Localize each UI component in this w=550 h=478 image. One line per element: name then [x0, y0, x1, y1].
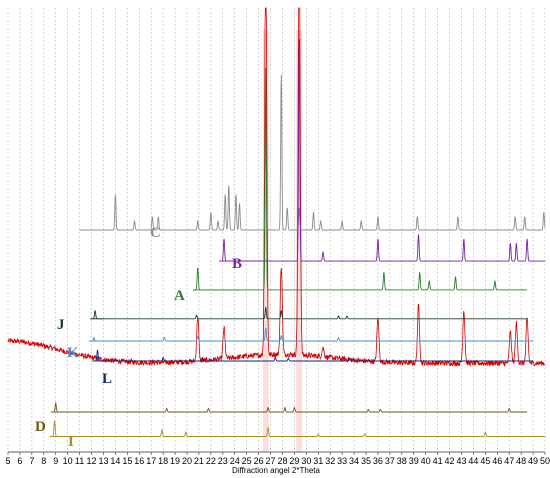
series-label-a: A	[174, 288, 185, 304]
x-tick-label: 43	[456, 456, 466, 466]
series-trace-c	[79, 74, 546, 231]
x-tick-label: 44	[468, 456, 478, 466]
x-tick-label: 36	[373, 456, 383, 466]
x-axis-ticks: 5 6 7 8 9 10 11 12 13 14 15 16 17 18 19 20 21 22 23 24 25 26 2…	[5, 452, 550, 466]
x-tick-label: 45	[480, 456, 490, 466]
x-tick-label: 21	[194, 456, 204, 466]
series-trace-i	[49, 420, 545, 437]
x-tick-label: 8	[41, 456, 46, 466]
x-tick-label: 34	[349, 456, 359, 466]
x-tick-label: 37	[385, 456, 395, 466]
x-tick-label: 25	[242, 456, 252, 466]
x-tick-label: 16	[134, 456, 144, 466]
peak-highlight	[296, 30, 303, 452]
peak-highlight	[262, 30, 269, 452]
x-tick-label: 15	[122, 456, 132, 466]
x-tick-label: 38	[397, 456, 407, 466]
series-trace-j	[90, 306, 528, 320]
series-label-b: B	[232, 256, 242, 272]
x-tick-label: 23	[218, 456, 228, 466]
series-label-j: J	[57, 317, 65, 333]
x-tick-label: 33	[337, 456, 347, 466]
series-letter-labels: C B A J K L D I	[35, 225, 242, 450]
x-tick-label: 24	[230, 456, 240, 466]
x-tick-label: 7	[29, 456, 34, 466]
x-tick-label: 6	[17, 456, 22, 466]
series-label-d: D	[35, 419, 46, 435]
x-tick-label: 26	[254, 456, 264, 466]
x-tick-label: 42	[445, 456, 455, 466]
x-tick-label: 14	[110, 456, 120, 466]
x-axis-title: Diffraction angel 2*Theta	[232, 466, 320, 475]
x-tick-label: 18	[158, 456, 168, 466]
x-tick-label: 39	[409, 456, 419, 466]
x-tick-label: 20	[182, 456, 192, 466]
x-tick-label: 19	[170, 456, 180, 466]
x-tick-label: 31	[313, 456, 323, 466]
series-trace-b	[219, 39, 545, 262]
series-label-l: L	[102, 371, 112, 387]
series-trace-l	[92, 349, 534, 362]
x-tick-label: 49	[528, 456, 538, 466]
series-trace-a	[193, 67, 528, 291]
x-tick-label: 47	[504, 456, 514, 466]
x-tick-label: 13	[98, 456, 108, 466]
x-tick-label: 17	[146, 456, 156, 466]
x-tick-label: 48	[516, 456, 526, 466]
series-label-i: I	[68, 434, 74, 450]
x-tick-label: 5	[5, 456, 10, 466]
series-label-k: K	[67, 345, 79, 361]
x-tick-label: 27	[266, 456, 276, 466]
x-tick-label: 22	[206, 456, 216, 466]
x-tick-label: 30	[301, 456, 311, 466]
diffraction-traces	[7, 7, 546, 452]
x-tick-label: 46	[492, 456, 502, 466]
x-tick-label: 40	[421, 456, 431, 466]
x-tick-label: 35	[361, 456, 371, 466]
x-tick-label: 28	[277, 456, 287, 466]
x-tick-label: 9	[53, 456, 58, 466]
x-tick-label: 12	[87, 456, 97, 466]
series-label-c: C	[150, 225, 161, 241]
series-trace-d	[51, 401, 528, 413]
x-tick-label: 29	[289, 456, 299, 466]
series-trace-k	[89, 327, 534, 342]
x-tick-label: 32	[325, 456, 335, 466]
x-tick-label: 11	[75, 456, 84, 466]
x-tick-label: 50	[540, 456, 550, 466]
x-tick-label: 41	[433, 456, 443, 466]
x-tick-label: 10	[63, 456, 73, 466]
measured-trace	[7, 7, 546, 368]
